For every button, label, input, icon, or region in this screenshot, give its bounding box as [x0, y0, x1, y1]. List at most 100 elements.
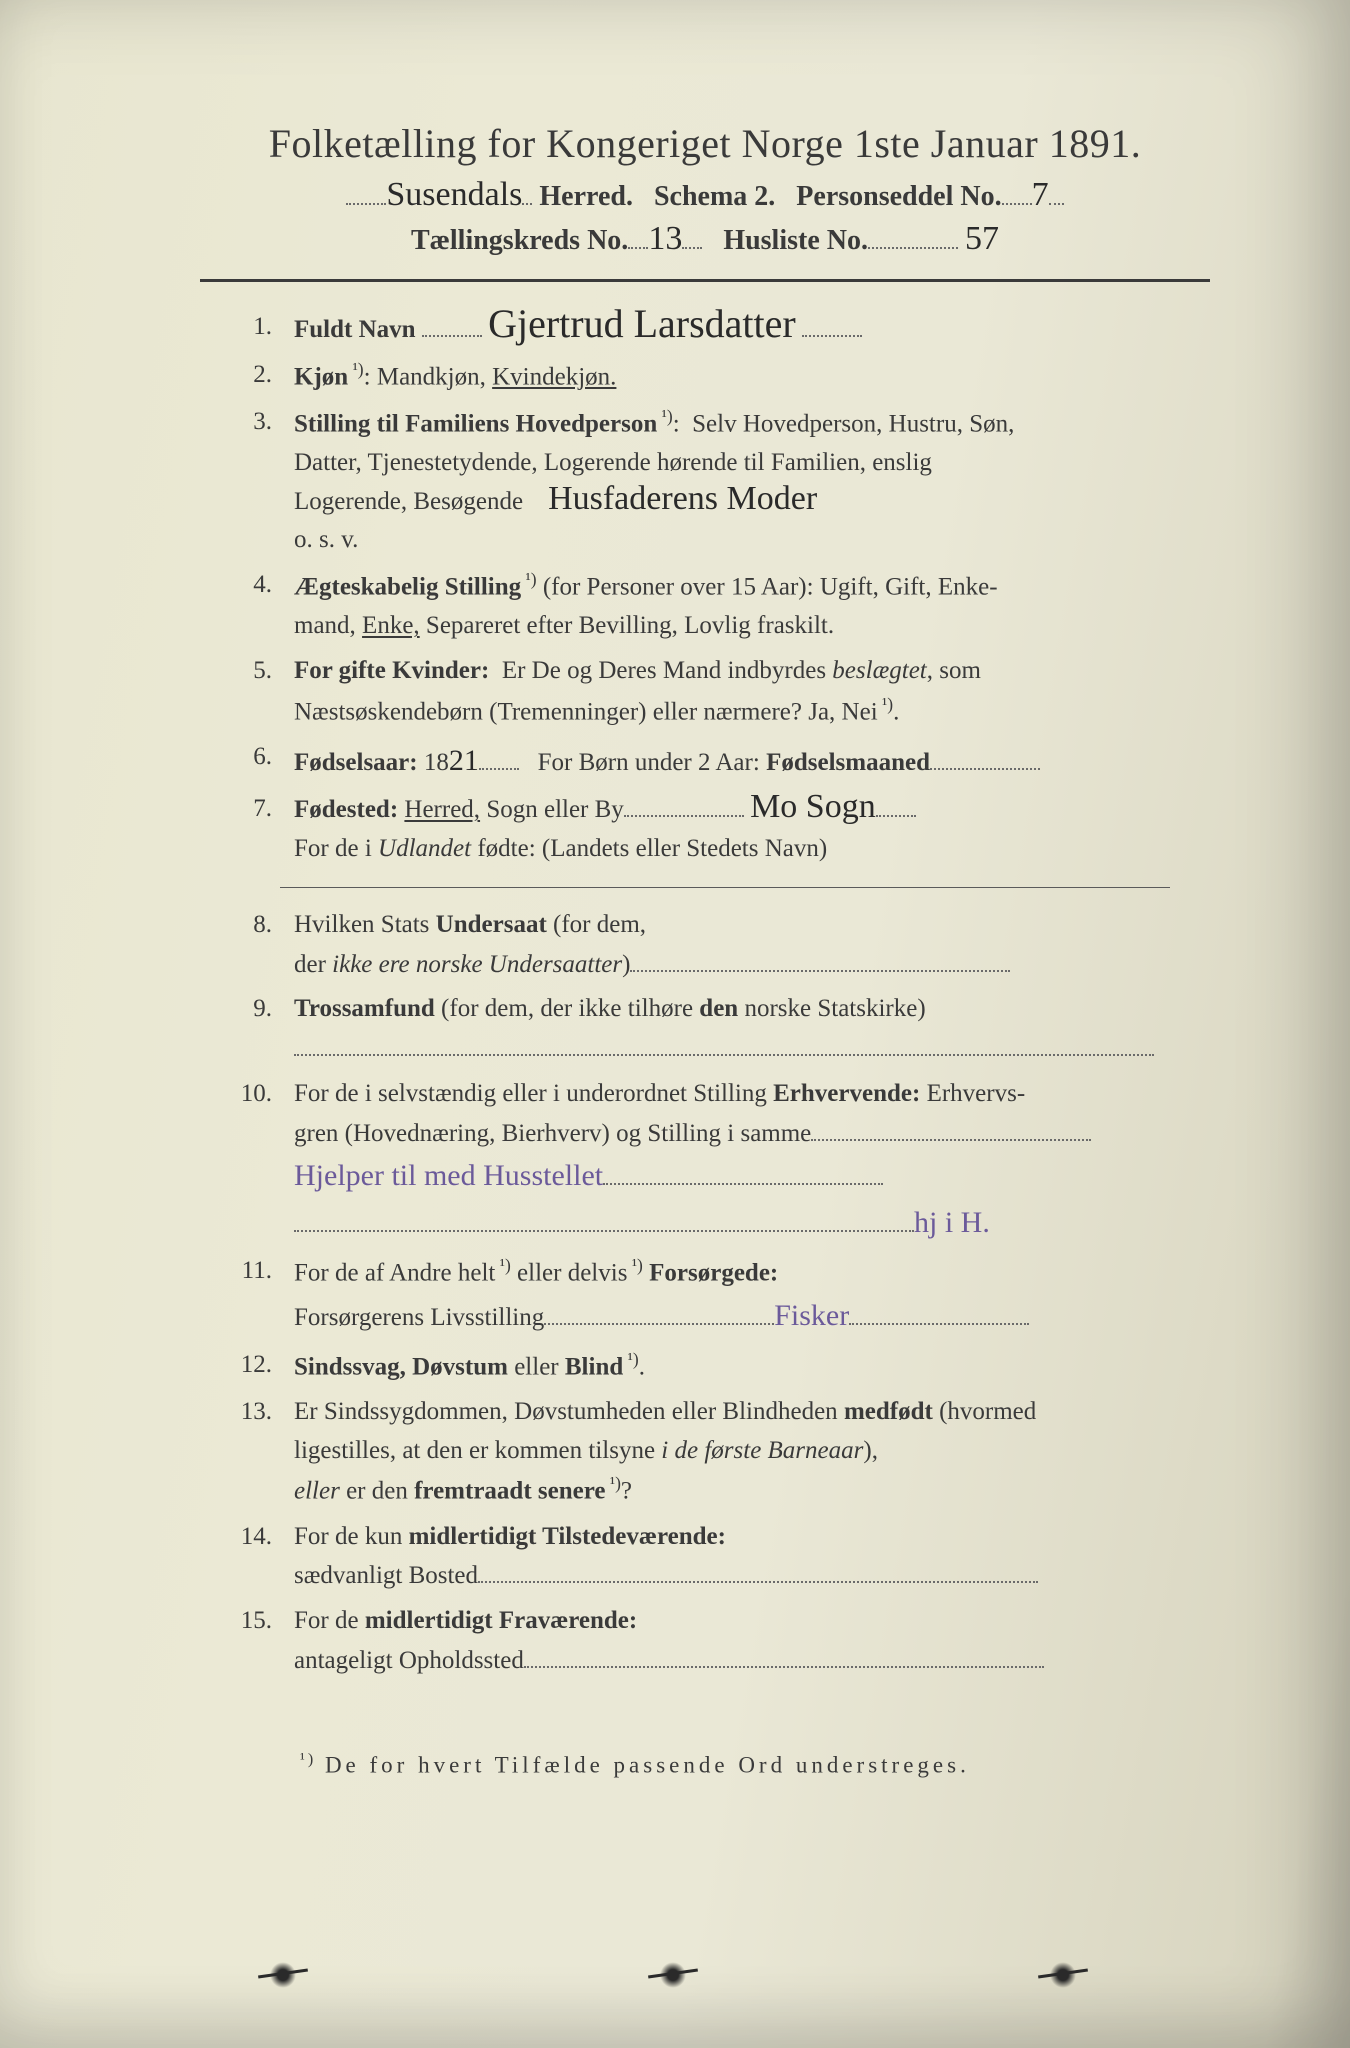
herred-value: Susendals [386, 181, 522, 208]
q13-text-2a: ligestilles, at den er kommen tilsyne [294, 1437, 661, 1464]
q7-text-2c: fødte: (Landets eller Stedets Navn) [471, 835, 827, 862]
footnote-ref: ¹) [495, 1255, 510, 1275]
q14-text-1: For de kun [294, 1523, 409, 1550]
header-rule [200, 279, 1210, 282]
q10-hand-2: hj i H. [914, 1206, 990, 1239]
header-line-2: Tællingskreds No.13 Husliste No. 57 [200, 219, 1210, 257]
q8-undersaat: Undersaat [436, 911, 547, 938]
schema-label: Schema 2. [654, 181, 775, 212]
q-num: 12. [200, 1346, 294, 1387]
footnote: ¹) De for hvert Tilfælde passende Ord un… [300, 1751, 1210, 1779]
q14-label: midlertidigt Tilstedeværende: [409, 1523, 726, 1550]
question-list: 1. Fuldt Navn Gjertrud Larsdatter 2. Kjø… [200, 308, 1210, 869]
binding-hole [660, 1962, 686, 1988]
q5-beslaegtet: beslægtet [832, 657, 926, 684]
year-prefix: 18 [424, 749, 449, 776]
opt-mandkjon: Mandkjøn, [377, 363, 492, 390]
q12: 12. Sindssvag, Døvstum eller Blind ¹). [200, 1346, 1210, 1387]
q5-text-1c: , som [927, 657, 981, 684]
q7-value: Mo Sogn [750, 793, 876, 820]
q4-enke-selected: Enke, [362, 612, 420, 639]
q3: 3. Stilling til Familiens Hovedperson ¹)… [200, 403, 1210, 560]
q13-eller: eller [294, 1478, 340, 1505]
q-label: For gifte Kvinder: [294, 657, 489, 684]
header-line-1: Susendals Herred. Schema 2. Personseddel… [200, 175, 1210, 213]
q11-text-1a: For de af Andre helt [294, 1260, 495, 1287]
q13-text-1: Er Sindssygdommen, Døvstumheden eller Bl… [294, 1398, 844, 1425]
divider-1 [280, 887, 1170, 888]
q6-maaned-label: Fødselsmaaned [766, 749, 930, 776]
q10-erhvervende: Erhvervende: [773, 1080, 920, 1107]
q10-text-1b: Erhvervs- [920, 1080, 1025, 1107]
q8-paren: ) [622, 951, 630, 978]
q-num: 9. [200, 990, 294, 1069]
footnote-ref: ¹) [657, 406, 672, 426]
herred-label: Herred. [539, 181, 633, 212]
question-list-2: 8. Hvilken Stats Undersaat (for dem, der… [200, 906, 1210, 1681]
q5-text-2: Næstsøskendebørn (Tremenninger) eller næ… [294, 698, 878, 725]
q5: 5. For gifte Kvinder: Er De og Deres Man… [200, 652, 1210, 732]
q12-blind: Blind [565, 1353, 623, 1380]
q-num: 2. [200, 356, 294, 397]
year-value: 21 [449, 744, 479, 777]
q9-text: (for dem, der ikke tilhøre [435, 995, 700, 1022]
q-num: 7. [200, 790, 294, 869]
q5-text-1: Er De og Deres Mand indbyrdes [502, 657, 832, 684]
q12-eller: eller [508, 1353, 565, 1380]
q4-opts-1: Ugift, Gift, Enke- [820, 573, 998, 600]
opt-kvindekjon-selected: Kvindekjøn. [492, 363, 616, 390]
q15-label: midlertidigt Fraværende: [365, 1607, 637, 1634]
q12-label-1: Sindssvag, Døvstum [294, 1353, 508, 1380]
name-value: Gjertrud Larsdatter [488, 308, 796, 340]
q-num: 8. [200, 906, 294, 985]
q1: 1. Fuldt Navn Gjertrud Larsdatter [200, 308, 1210, 350]
q10: 10. For de i selvstændig eller i underor… [200, 1075, 1210, 1247]
q9-den: den [699, 995, 738, 1022]
q10-text-2: gren (Hovednæring, Bierhverv) og Stillin… [294, 1120, 811, 1147]
q8-text-1b: (for dem, [547, 911, 646, 938]
q8: 8. Hvilken Stats Undersaat (for dem, der… [200, 906, 1210, 985]
q13-italic: i de første Barneaar [661, 1437, 863, 1464]
binding-hole [1050, 1962, 1076, 1988]
q15-text-1: For de [294, 1607, 365, 1634]
q6-text-2: For Børn under 2 Aar: [538, 749, 766, 776]
kreds-value: 13 [648, 225, 682, 252]
page-title: Folketælling for Kongeriget Norge 1ste J… [200, 120, 1210, 167]
q-num: 13. [200, 1393, 294, 1512]
q-label: Kjøn [294, 363, 348, 390]
personseddel-value: 7 [1032, 181, 1049, 208]
q14: 14. For de kun midlertidigt Tilstedevære… [200, 1518, 1210, 1597]
q-num: 4. [200, 566, 294, 646]
q13-text-1b: (hvormed [933, 1398, 1036, 1425]
q-label: Fødested: [294, 796, 398, 823]
footnote-ref: ¹) [521, 569, 536, 589]
q7-text-2a: For de i [294, 835, 378, 862]
q10-text-1: For de i selvstændig eller i underordnet… [294, 1080, 773, 1107]
q-num: 6. [200, 738, 294, 785]
q-label: Trossamfund [294, 995, 435, 1022]
footnote-ref: ¹) [605, 1473, 620, 1493]
q11-forsorgede: Forsørgede: [649, 1260, 778, 1287]
q-num: 10. [200, 1075, 294, 1247]
q3-opts-2: Datter, Tjenestetydende, Logerende høren… [294, 449, 932, 476]
q8-text-2: der [294, 951, 332, 978]
q-label: Stilling til Familiens Hovedperson [294, 410, 657, 437]
q-num: 1. [200, 308, 294, 350]
husliste-value: 57 [965, 225, 999, 252]
q-num: 15. [200, 1602, 294, 1681]
q3-opts-1: Selv Hovedperson, Hustru, Søn, [692, 410, 1014, 437]
census-form-page: Folketælling for Kongeriget Norge 1ste J… [0, 0, 1350, 2048]
q4-opts-2: Separeret efter Bevilling, Lovlig fraski… [420, 612, 834, 639]
footnote-ref: ¹) [627, 1255, 642, 1275]
q-label: Fødselsaar: [294, 749, 418, 776]
q10-hand-1: Hjelper til med Husstellet [294, 1159, 603, 1192]
q4-paren: (for Personer over 15 Aar): [543, 573, 814, 600]
footnote-text: De for hvert Tilfælde passende Ord under… [325, 1752, 970, 1777]
q13-medfodt: medfødt [844, 1398, 933, 1425]
q11-hand: Fisker [774, 1299, 849, 1332]
husliste-label: Husliste No. [723, 225, 868, 256]
q13: 13. Er Sindssygdommen, Døvstumheden elle… [200, 1393, 1210, 1512]
q3-hand-value: Husfaderens Moder [548, 485, 817, 512]
footnote-marker: ¹) [300, 1751, 316, 1768]
q4-opts-mand: mand, [294, 612, 362, 639]
